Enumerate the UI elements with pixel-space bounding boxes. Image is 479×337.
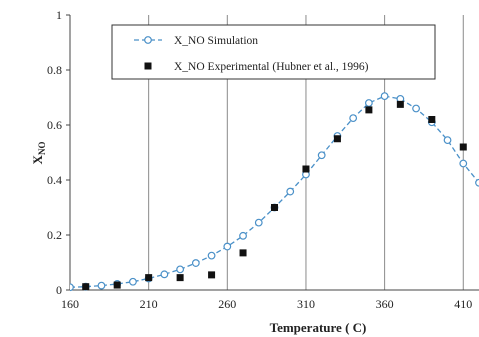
axes: [66, 14, 479, 291]
legend-simulation-marker: [144, 36, 152, 44]
svg-text:XNO: XNO: [30, 142, 47, 165]
legend-experimental-marker: [144, 62, 152, 70]
y-tick-label-3: 0.6: [47, 118, 62, 132]
simulation-point-12: [254, 218, 263, 227]
y-tick-label-4: 0.8: [47, 63, 62, 77]
simulation-point-24: [443, 136, 452, 145]
simulation-point-25: [459, 159, 468, 168]
experimental-point-9: [365, 106, 373, 114]
y-axis-title-sub: NO: [37, 142, 47, 156]
simulation-point-9: [207, 251, 216, 260]
experimental-point-5: [239, 249, 247, 257]
y-tick-label-5: 1: [56, 8, 62, 22]
y-axis-title: XNO: [30, 142, 47, 165]
y-tick-label-2: 0.4: [47, 173, 62, 187]
experimental-point-7: [302, 165, 310, 173]
simulation-point-20: [380, 92, 389, 101]
legend-experimental-label: X_NO Experimental (Hubner et al., 1996): [174, 61, 369, 73]
simulation-point-11: [239, 231, 247, 240]
simulation-point-4: [129, 277, 137, 286]
x-tick-label-0: 160: [61, 297, 79, 311]
simulation-point-8: [191, 259, 200, 267]
y-axis-title-main: X: [30, 154, 45, 164]
experimental-point-6: [271, 204, 278, 211]
x-tick-label-4: 360: [376, 297, 394, 311]
simulation-point-26: [475, 178, 479, 187]
simulation-point-16: [317, 151, 326, 160]
tick-labels: 0 0.2 0.4 0.6 0.8 1 160 210 260 310 360 410: [47, 8, 472, 311]
x-axis-title: Temperature ( C): [270, 320, 367, 335]
experimental-point-2: [145, 274, 153, 282]
x-tick-label-2: 260: [218, 297, 236, 311]
simulation-point-6: [160, 270, 169, 279]
simulation-point-19: [364, 99, 373, 107]
x-tick-label-5: 410: [454, 297, 472, 311]
series: [70, 92, 479, 292]
simulation-point-18: [349, 114, 358, 123]
legend-simulation-label: X_NO Simulation: [174, 35, 258, 47]
simulation-point-22: [412, 104, 420, 113]
legend: X_NO Simulation X_NO Experimental (Hubner…: [111, 24, 436, 80]
simulation-point-2: [97, 281, 106, 290]
y-tick-label-0: 0: [56, 283, 62, 297]
series-experimental: [82, 100, 467, 291]
experimental-point-1: [113, 281, 121, 289]
y-tick-label-1: 0.2: [47, 228, 62, 242]
experimental-point-10: [396, 100, 404, 108]
experimental-point-0: [82, 283, 90, 291]
experimental-point-4: [208, 271, 216, 279]
legend-box: [111, 24, 436, 80]
simulation-point-10: [223, 242, 232, 251]
experimental-point-12: [459, 143, 467, 151]
x-tick-label-1: 210: [140, 297, 158, 311]
simulation-point-0: [70, 283, 74, 292]
simulation-point-14: [286, 187, 295, 196]
experimental-point-11: [428, 116, 436, 123]
simulation-point-7: [176, 265, 185, 274]
experimental-point-3: [176, 274, 184, 282]
x-tick-label-3: 310: [297, 297, 315, 311]
experimental-point-8: [333, 135, 341, 143]
